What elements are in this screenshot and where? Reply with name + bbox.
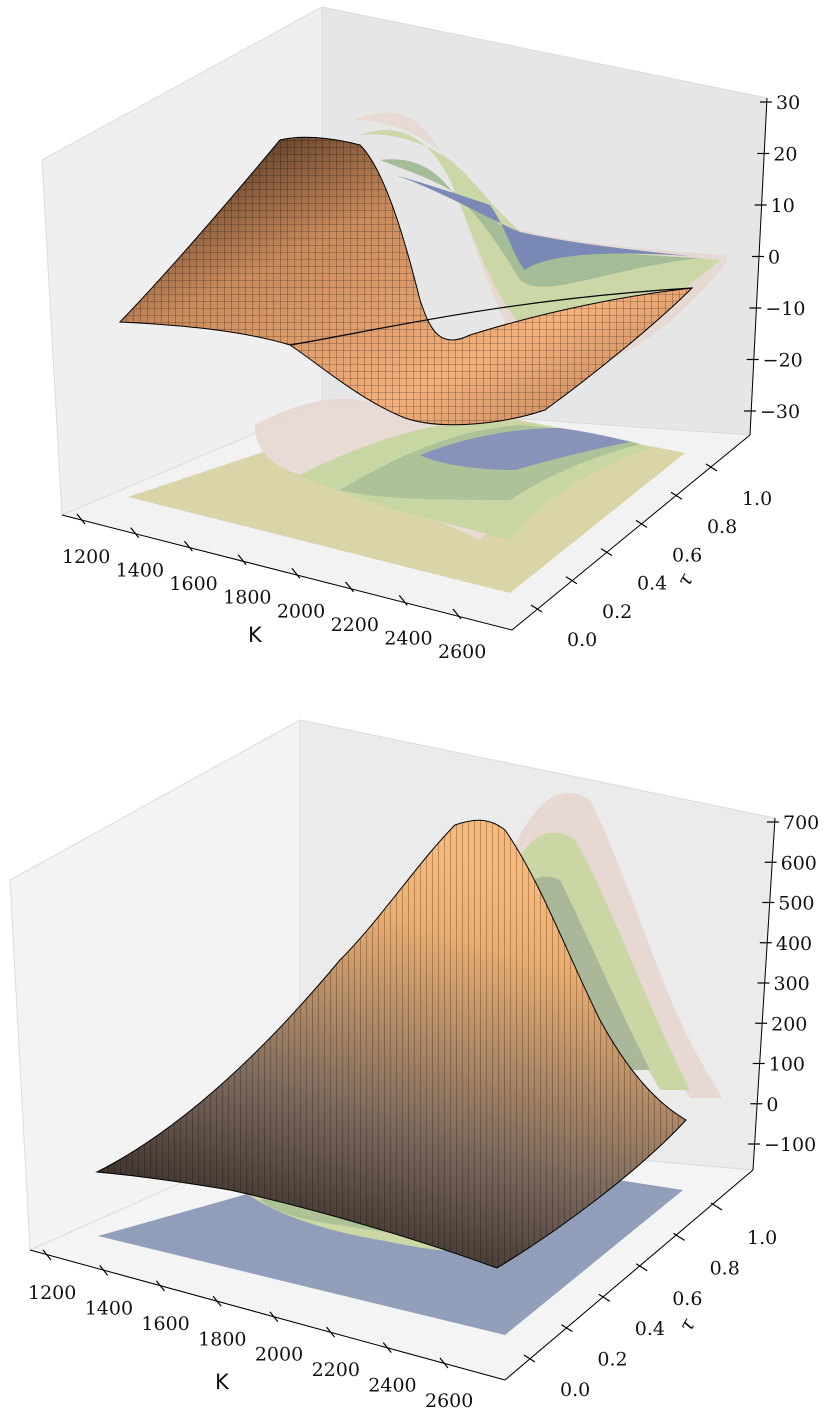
y-tick [565,576,578,585]
y-tick [561,1324,573,1333]
z-tick-label: 400 [776,933,812,955]
z-tick-label: 600 [781,852,817,874]
y-tick [705,463,718,472]
z-tick-label: −20 [763,350,803,372]
y-tick-label: 0.8 [707,516,737,538]
x-tick-label: 2400 [384,627,432,649]
z-tick-label: 500 [778,893,814,915]
x-tick-label: 1200 [28,1282,76,1304]
y-tick-label: 0.0 [560,1379,590,1401]
y-tick-label: 1.0 [747,1227,777,1249]
z-tick-label: −100 [764,1134,816,1156]
z-tick-label: 300 [774,973,810,995]
x-tick [212,1295,222,1307]
x-tick-label: 1400 [85,1297,133,1319]
y-axis-label: τ [672,568,699,590]
x-tick [398,595,408,606]
z-tick-label: −30 [760,401,800,423]
x-tick-label: 1800 [198,1328,246,1350]
x-tick [345,581,355,593]
y-tick-label: 0.4 [635,1318,665,1340]
y-tick [673,1232,685,1241]
y-tick [635,519,648,528]
x-tick-label: 2600 [438,641,486,663]
x-tick [439,1357,449,1369]
x-axis-line [61,514,513,631]
surface-mesh [118,136,694,426]
y-tick [600,548,613,557]
z-tick-label: 20 [773,144,797,166]
y-tick-label: 0.2 [602,601,632,623]
z-tick-label: −10 [765,298,805,320]
y-tick-label: 0.8 [710,1257,740,1279]
y-tick-label: 0.6 [672,544,702,566]
z-tick-label: 100 [769,1054,805,1076]
x-tick [237,554,247,566]
z-tick-label: 700 [783,812,819,834]
y-axis-label: τ [674,1313,701,1335]
y-tick [530,604,543,613]
x-tick [183,540,193,552]
x-tick [269,1311,279,1323]
y-tick-label: 0.4 [637,573,667,595]
x-tick-label: 2600 [425,1390,473,1412]
z-tick-label: 0 [766,1094,778,1116]
y-tick [635,1263,648,1272]
x-tick [155,1280,165,1292]
z-axis-line [749,97,768,436]
x-tick [76,513,86,525]
x-tick [42,1249,52,1261]
floor-contour-projection [128,398,685,593]
x-tick-label: 1600 [169,573,217,595]
y-axis-line [504,1169,754,1381]
y-tick [523,1354,536,1363]
surface-plot-top: 120014001600180020002200240026000.00.20.… [41,6,805,663]
x-tick-label: 1200 [62,546,110,568]
x-tick [452,608,462,620]
x-tick-label: 2000 [277,600,325,622]
x-tick [326,1326,336,1338]
z-tick-label: 10 [771,195,795,217]
x-tick-label: 1400 [116,560,164,582]
z-tick-label: 200 [771,1013,807,1035]
y-tick-label: 1.0 [742,488,772,510]
y-tick-label: 0.2 [597,1349,627,1371]
x-tick-label: 1600 [141,1313,189,1335]
x-tick-label: 1800 [223,587,271,609]
y-tick [598,1293,611,1302]
x-tick [130,527,140,538]
x-axis-line [29,1249,506,1381]
x-tick-label: 2200 [312,1359,360,1381]
y-tick [710,1202,723,1211]
x-axis-label: K [248,623,263,647]
z-axis-line [752,817,776,1171]
surface-mesh [95,819,687,1269]
x-axis-label: K [215,1370,230,1394]
x-tick-label: 2000 [255,1344,303,1366]
x-tick [99,1265,109,1276]
x-tick [291,567,301,579]
z-tick-label: 30 [776,92,800,114]
x-tick [382,1342,392,1353]
y-axis-line [511,434,751,631]
z-tick-label: 0 [768,247,780,269]
axis-ticks-top: 120014001600180020002200240026000.00.20.… [62,92,805,663]
y-tick-label: 0.6 [672,1288,702,1310]
y-tick-label: 0.0 [567,629,597,651]
x-tick-label: 2400 [368,1375,416,1397]
y-tick [670,491,683,500]
x-tick-label: 2200 [331,614,379,636]
